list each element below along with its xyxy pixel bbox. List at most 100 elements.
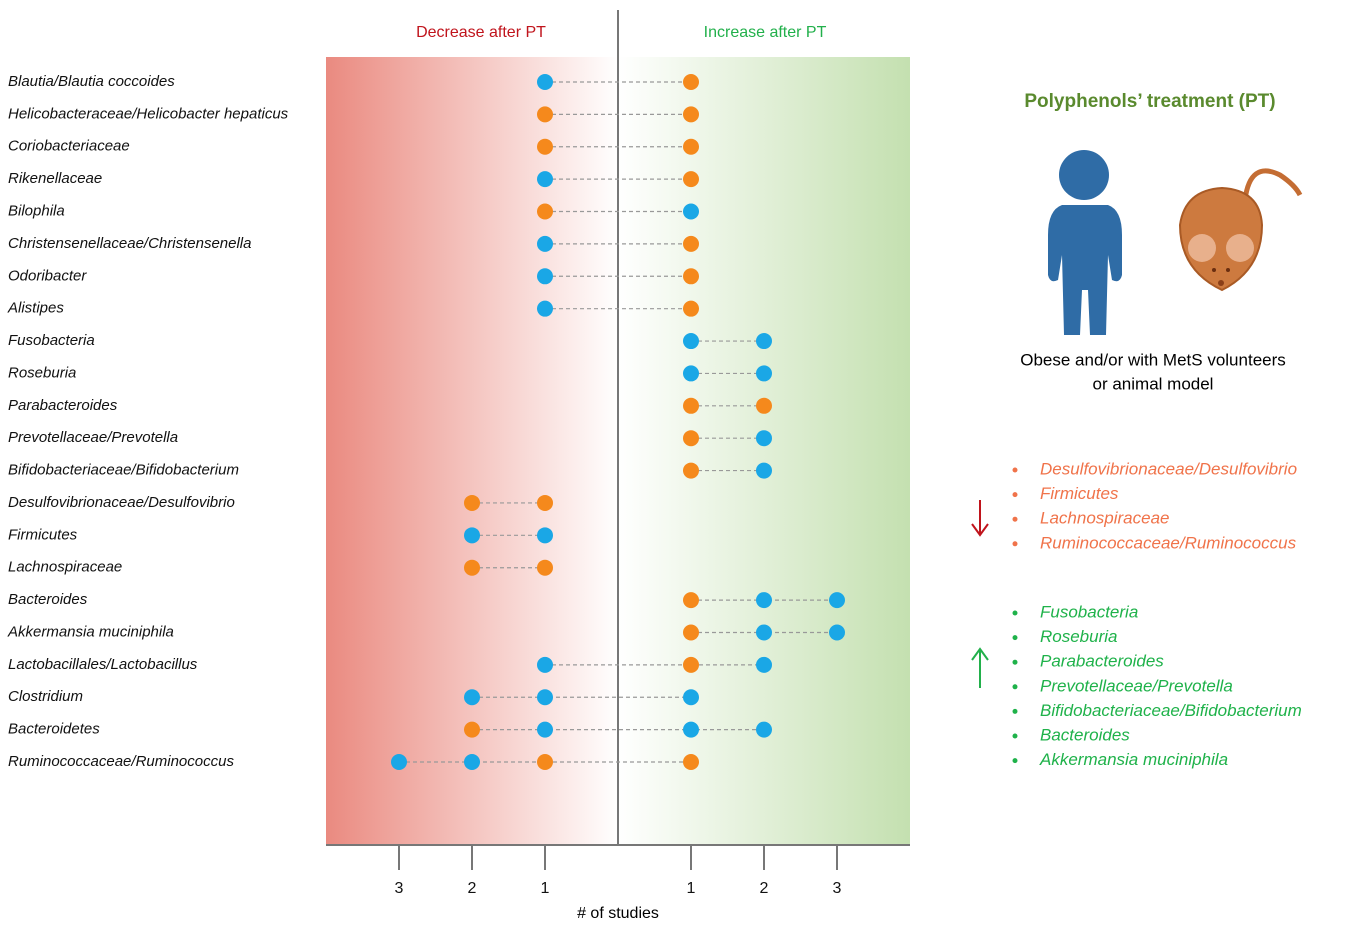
row-label: Desulfovibrionaceae/Desulfovibrio	[8, 494, 235, 511]
dot	[683, 463, 699, 479]
list-item: Parabacteroides	[1040, 652, 1164, 671]
list-item: Desulfovibrionaceae/Desulfovibrio	[1040, 459, 1297, 478]
dot	[537, 74, 553, 90]
dot	[464, 722, 480, 738]
dot	[683, 268, 699, 284]
dot	[464, 754, 480, 770]
dot	[683, 333, 699, 349]
dot	[683, 624, 699, 640]
dot	[537, 268, 553, 284]
bullet	[1013, 611, 1018, 616]
dot	[537, 204, 553, 220]
row-label: Bilophila	[8, 202, 65, 219]
bullet	[1013, 684, 1018, 689]
dot	[683, 74, 699, 90]
dot	[683, 106, 699, 122]
dot	[683, 301, 699, 317]
header-right: Increase after PT	[704, 24, 827, 41]
row-label: Clostridium	[8, 688, 83, 705]
list-item: Bacteroides	[1040, 725, 1130, 744]
x-tick-label: 1	[687, 880, 696, 897]
dot	[537, 754, 553, 770]
bullet	[1013, 492, 1018, 497]
bullet	[1013, 541, 1018, 546]
row-label: Ruminococcaceae/Ruminococcus	[8, 753, 234, 770]
dot	[683, 139, 699, 155]
dot	[537, 106, 553, 122]
dot	[683, 236, 699, 252]
dot	[537, 657, 553, 673]
row-label: Bifidobacteriaceae/Bifidobacterium	[8, 462, 239, 479]
x-tick-label: 2	[468, 880, 477, 897]
panel-title: Polyphenols’ treatment (PT)	[1024, 91, 1275, 112]
dot	[537, 171, 553, 187]
dot	[756, 657, 772, 673]
dot	[756, 333, 772, 349]
dot	[683, 365, 699, 381]
row-label: Bacteroidetes	[8, 721, 100, 738]
list-item: Roseburia	[1040, 627, 1118, 646]
list-item: Lachnospiraceae	[1040, 509, 1169, 528]
dot	[683, 204, 699, 220]
dot	[683, 722, 699, 738]
dot	[464, 689, 480, 705]
bullet	[1013, 709, 1018, 714]
row-label: Fusobacteria	[8, 332, 95, 349]
row-label: Lachnospiraceae	[8, 559, 122, 576]
dot	[537, 236, 553, 252]
row-label: Lactobacillales/Lactobacillus	[8, 656, 198, 673]
dot	[756, 722, 772, 738]
dot	[683, 592, 699, 608]
bullet	[1013, 734, 1018, 739]
list-item: Fusobacteria	[1040, 602, 1138, 621]
row-label: Blautia/Blautia coccoides	[8, 73, 175, 90]
person-icon	[1048, 150, 1122, 335]
x-tick-label: 3	[395, 880, 404, 897]
dot	[683, 657, 699, 673]
list-item: Bifidobacteriaceae/Bifidobacterium	[1040, 701, 1302, 720]
row-label: Prevotellaceae/Prevotella	[8, 429, 178, 446]
row-label: Helicobacteraceae/Helicobacter hepaticus	[8, 105, 289, 122]
dot	[756, 365, 772, 381]
panel-caption: Obese and/or with MetS volunteers	[1020, 350, 1286, 369]
row-label: Firmicutes	[8, 526, 78, 543]
list-item: Prevotellaceae/Prevotella	[1040, 676, 1233, 695]
dot	[464, 527, 480, 543]
row-label: Coriobacteriaceae	[8, 138, 130, 155]
dot	[756, 624, 772, 640]
bullet	[1013, 517, 1018, 522]
dot	[683, 689, 699, 705]
x-tick-label: 2	[760, 880, 769, 897]
dot	[537, 139, 553, 155]
dot	[537, 560, 553, 576]
dot	[683, 171, 699, 187]
dot	[756, 398, 772, 414]
dot	[756, 463, 772, 479]
dot	[829, 624, 845, 640]
row-label: Odoribacter	[8, 267, 87, 284]
row-label: Bacteroides	[8, 591, 88, 608]
x-axis-label: # of studies	[577, 905, 659, 922]
dot	[756, 430, 772, 446]
bullet	[1013, 635, 1018, 640]
dot	[756, 592, 772, 608]
dot	[537, 689, 553, 705]
list-item: Ruminococcaceae/Ruminococcus	[1040, 533, 1297, 552]
dot	[683, 398, 699, 414]
x-tick-label: 1	[541, 880, 550, 897]
bullet	[1013, 758, 1018, 763]
dot	[683, 430, 699, 446]
up-arrow	[972, 649, 988, 688]
dot	[537, 495, 553, 511]
x-tick-label: 3	[833, 880, 842, 897]
dot	[391, 754, 407, 770]
dot	[464, 560, 480, 576]
dot	[537, 527, 553, 543]
mouse-icon	[1180, 171, 1300, 290]
panel-caption: or animal model	[1093, 374, 1214, 393]
bullet	[1013, 660, 1018, 665]
dot	[464, 495, 480, 511]
page: {"chart_data": {"type": "dot", "header_l…	[0, 0, 1347, 925]
bullet	[1013, 468, 1018, 473]
row-label: Parabacteroides	[8, 397, 118, 414]
